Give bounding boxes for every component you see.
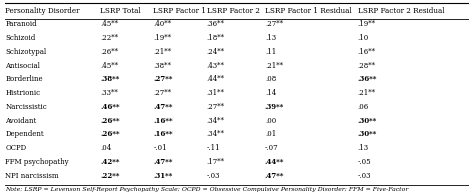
Text: .13: .13 [358,144,369,152]
Text: .27**: .27** [154,75,173,84]
Text: .04: .04 [100,144,111,152]
Text: .30**: .30** [358,117,377,125]
Text: .44**: .44** [207,75,225,84]
Text: LSRP Total: LSRP Total [100,7,141,15]
Text: .47**: .47** [265,172,284,180]
Text: LSRP Factor 1 Residual: LSRP Factor 1 Residual [265,7,352,15]
Text: Schizotypal: Schizotypal [5,48,46,56]
Text: -.03: -.03 [207,172,220,180]
Text: .27**: .27** [207,103,225,111]
Text: .10: .10 [358,34,369,42]
Text: .21**: .21** [358,89,376,97]
Text: .45**: .45** [100,62,118,70]
Text: .21**: .21** [154,48,172,56]
Text: .30**: .30** [358,130,377,138]
Text: .38**: .38** [154,62,171,70]
Text: NPI narcissism: NPI narcissism [5,172,59,180]
Text: .19**: .19** [154,34,172,42]
Text: .34**: .34** [207,130,225,138]
Text: OCPD: OCPD [5,144,27,152]
Text: .46**: .46** [100,103,119,111]
Text: .18**: .18** [207,34,225,42]
Text: Histrionic: Histrionic [5,89,40,97]
Text: .24**: .24** [207,48,225,56]
Text: .14: .14 [265,89,276,97]
Text: Personality Disorder: Personality Disorder [5,7,80,15]
Text: .31**: .31** [207,89,225,97]
Text: .19**: .19** [358,21,376,28]
Text: Borderline: Borderline [5,75,43,84]
Text: .27**: .27** [154,89,172,97]
Text: .43**: .43** [207,62,225,70]
Text: .11: .11 [265,48,276,56]
Text: .06: .06 [358,103,369,111]
Text: .36**: .36** [358,75,377,84]
Text: Schizoid: Schizoid [5,34,36,42]
Text: .16**: .16** [154,117,173,125]
Text: .13: .13 [265,34,276,42]
Text: Antisocial: Antisocial [5,62,40,70]
Text: .26**: .26** [100,117,119,125]
Text: -.03: -.03 [358,172,371,180]
Text: .08: .08 [265,75,276,84]
Text: .00: .00 [265,117,276,125]
Text: .17**: .17** [207,158,225,166]
Text: LSRP Factor 2 Residual: LSRP Factor 2 Residual [358,7,445,15]
Text: LSRP Factor 1: LSRP Factor 1 [154,7,206,15]
Text: .26**: .26** [100,48,118,56]
Text: LSRP Factor 2: LSRP Factor 2 [207,7,260,15]
Text: .27**: .27** [265,21,283,28]
Text: .38**: .38** [100,75,119,84]
Text: .33**: .33** [100,89,118,97]
Text: .01: .01 [265,130,276,138]
Text: .39**: .39** [265,103,284,111]
Text: .16**: .16** [154,130,173,138]
Text: -.07: -.07 [265,144,279,152]
Text: Dependent: Dependent [5,130,44,138]
Text: -.11: -.11 [207,144,220,152]
Text: .40**: .40** [154,21,172,28]
Text: Avoidant: Avoidant [5,117,36,125]
Text: .34**: .34** [207,117,225,125]
Text: .28**: .28** [358,62,376,70]
Text: .26**: .26** [100,130,119,138]
Text: .45**: .45** [100,21,118,28]
Text: .44**: .44** [265,158,284,166]
Text: .47**: .47** [154,103,173,111]
Text: .22**: .22** [100,172,119,180]
Text: .16**: .16** [358,48,376,56]
Text: Note: LSRP = Levenson Self-Report Psychopathy Scale; OCPD = Obsessive Compulsive: Note: LSRP = Levenson Self-Report Psycho… [5,187,409,192]
Text: FFM psychopathy: FFM psychopathy [5,158,69,166]
Text: .42**: .42** [100,158,119,166]
Text: .36**: .36** [207,21,225,28]
Text: Narcissistic: Narcissistic [5,103,47,111]
Text: -.05: -.05 [358,158,372,166]
Text: .47**: .47** [154,158,173,166]
Text: .22**: .22** [100,34,118,42]
Text: .21**: .21** [265,62,283,70]
Text: Paranoid: Paranoid [5,21,37,28]
Text: .31**: .31** [154,172,173,180]
Text: -.01: -.01 [154,144,167,152]
